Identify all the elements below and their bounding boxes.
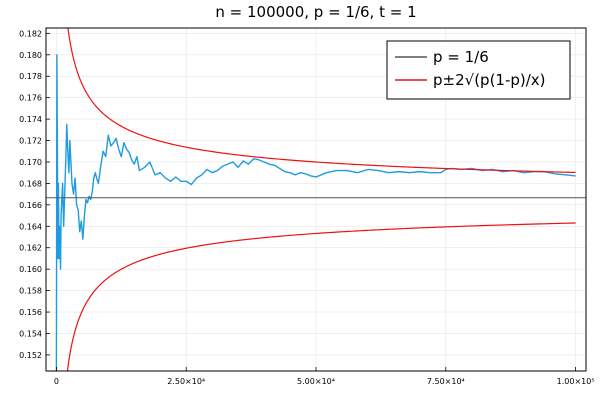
y-tick-label: 0.162 xyxy=(19,244,42,253)
legend-label: p±2√(p(1-p)/x) xyxy=(433,71,546,89)
y-tick-label: 0.172 xyxy=(19,137,42,146)
y-tick-label: 0.152 xyxy=(19,351,42,360)
axis-ticks: 0.152 0.154 0.156 0.158 0.160 0.162 0.164 0.166… xyxy=(19,29,594,386)
y-tick-label: 0.154 xyxy=(19,329,42,338)
y-tick-label: 0.178 xyxy=(19,72,42,81)
x-tick-label: 1.00×10⁵ xyxy=(557,377,595,386)
legend[interactable]: p = 1/6 p±2√(p(1-p)/x) xyxy=(386,40,571,100)
x-tick-label: 7.50×10⁴ xyxy=(427,377,465,386)
lower-bound-line xyxy=(66,222,576,371)
legend-label: p = 1/6 xyxy=(433,48,489,66)
series-layer xyxy=(46,28,586,371)
y-tick-label: 0.158 xyxy=(19,287,42,296)
y-tick-label: 0.156 xyxy=(19,308,42,317)
simulation-line xyxy=(55,54,576,371)
x-tick-label: 5.00×10⁴ xyxy=(297,377,335,386)
y-tick-label: 0.160 xyxy=(19,265,42,274)
upper-bound-line xyxy=(67,28,576,174)
x-tick-label: 0 xyxy=(54,377,59,386)
y-tick-label: 0.174 xyxy=(19,115,42,124)
y-tick-label: 0.166 xyxy=(19,201,42,210)
x-tick-label: 2.50×10⁴ xyxy=(167,377,205,386)
y-tick-label: 0.168 xyxy=(19,179,42,188)
y-tick-label: 0.170 xyxy=(19,158,42,167)
y-tick-label: 0.180 xyxy=(19,51,42,60)
y-tick-label: 0.164 xyxy=(19,222,42,231)
y-tick-label: 0.182 xyxy=(19,29,42,38)
legend-box xyxy=(386,40,571,100)
chart-title: n = 100000, p = 1/6, t = 1 xyxy=(215,3,416,21)
y-tick-label: 0.176 xyxy=(19,94,42,103)
